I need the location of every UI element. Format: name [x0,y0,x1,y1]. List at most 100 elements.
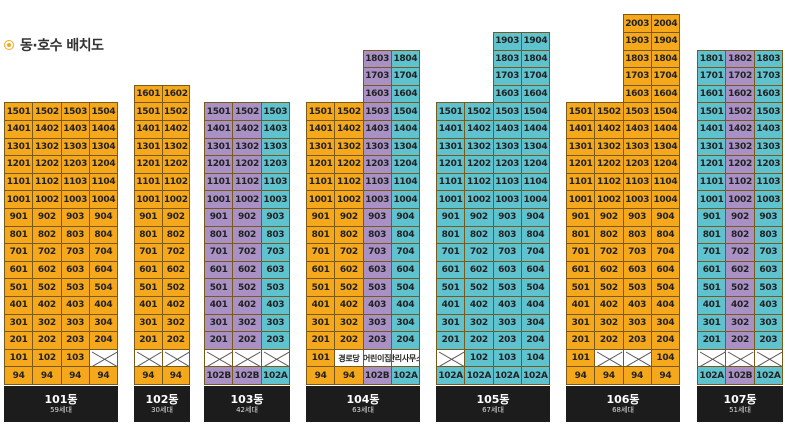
building-name: 105동 [476,392,510,406]
unit-cell: 504 [88,278,118,297]
unit-cell: 1203 [260,155,290,174]
unit-cell: 1501 [134,102,163,121]
unit-cell: 1003 [492,190,522,209]
unit-cell: 1403 [362,120,392,139]
unit-cell: 503 [753,278,783,297]
unit-cell: 1303 [753,137,783,157]
unit-cell: 303 [260,313,290,333]
unit-cell: 1001 [566,190,596,209]
unit-cell: 604 [390,260,420,280]
unit-cell: 1303 [260,137,290,157]
unit-cell: 1303 [622,137,652,157]
unit-cell: 101 [306,348,336,368]
unit-cell: 1404 [88,120,118,139]
unit-cell: 204 [88,331,118,350]
unit-cell: 903 [60,208,90,227]
unit-cell: 802 [464,225,494,245]
unit-cell: 802 [32,225,62,245]
unit-cell: 903 [260,208,290,227]
building-unit-count: 63세대 [352,405,374,414]
unit-cell: 1001 [134,190,163,209]
unit-cell: 1001 [436,190,466,209]
unit-cell: 1104 [88,172,118,192]
unit-cell: 1903 [622,32,652,51]
unit-cell: 1903 [492,32,522,51]
unit-cell: 401 [134,296,163,315]
unit-cell: 1303 [362,137,392,157]
unit-cell: 504 [390,278,420,297]
unit-cell: 702 [334,243,364,262]
unit-cell: 1504 [390,102,420,121]
unit-cell: 1604 [650,84,680,104]
unit-type-cell: 102A [436,366,466,385]
unit-cell: 804 [520,225,550,245]
unit-cell: 1003 [753,190,783,209]
unit-cell: 1401 [134,120,163,139]
unit-cell: 1201 [134,155,163,174]
unit-cell: 1002 [594,190,624,209]
unit-cell: 1504 [650,102,680,121]
empty-cross-cell [436,348,466,368]
unit-cell: 1204 [520,155,550,174]
unit-cell: 202 [32,331,62,350]
unit-cell: 1203 [622,155,652,174]
unit-cell: 303 [492,313,522,333]
unit-cell: 1204 [88,155,118,174]
unit-cell: 1402 [232,120,262,139]
unit-cell: 702 [725,243,755,262]
unit-cell: 201 [204,331,234,350]
unit-cell: 901 [134,208,163,227]
unit-cell: 1502 [161,102,190,121]
unit-cell: 1103 [60,172,90,192]
unit-cell: 1302 [161,137,190,157]
unit-cell: 603 [362,260,392,280]
unit-cell: 1103 [260,172,290,192]
unit-cell: 1003 [60,190,90,209]
unit-cell: 1502 [725,102,755,121]
unit-cell: 901 [697,208,727,227]
unit-cell: 802 [594,225,624,245]
unit-cell: 1104 [650,172,680,192]
unit-cell: 601 [306,260,336,280]
unit-cell: 402 [161,296,190,315]
unit-cell: 402 [464,296,494,315]
unit-type-cell: 94 [32,366,62,385]
unit-cell: 303 [362,313,392,333]
unit-cell: 1704 [650,67,680,86]
unit-cell: 702 [232,243,262,262]
unit-cell: 1002 [464,190,494,209]
unit-type-cell: 102B [204,366,234,385]
unit-cell: 1604 [390,84,420,104]
unit-type-cell: 94 [4,366,34,385]
unit-cell: 604 [520,260,550,280]
unit-cell: 901 [566,208,596,227]
building-label: 101동 59세대 [4,386,118,422]
unit-cell: 202 [464,331,494,350]
unit-cell: 1804 [520,49,550,69]
unit-cell: 1603 [362,84,392,104]
unit-cell: 304 [520,313,550,333]
unit-cell: 1302 [232,137,262,157]
unit-cell: 1402 [32,120,62,139]
building-name: 107동 [723,392,757,406]
unit-cell: 504 [650,278,680,297]
unit-type-cell: 94 [566,366,596,385]
unit-cell: 1002 [32,190,62,209]
unit-cell: 601 [697,260,727,280]
unit-cell: 401 [566,296,596,315]
unit-cell: 904 [88,208,118,227]
unit-cell: 201 [134,331,163,350]
unit-cell: 104 [650,348,680,368]
unit-cell: 202 [725,331,755,350]
unit-cell: 1102 [32,172,62,192]
building-unit-count: 30세대 [151,405,173,414]
unit-cell: 803 [492,225,522,245]
unit-cell: 1201 [4,155,34,174]
unit-cell: 903 [753,208,783,227]
building-label: 103동 42세대 [204,386,290,422]
unit-cell: 1504 [520,102,550,121]
unit-cell: 701 [204,243,234,262]
unit-cell: 1402 [725,120,755,139]
empty-cross-cell [697,348,727,368]
unit-cell: 901 [4,208,34,227]
